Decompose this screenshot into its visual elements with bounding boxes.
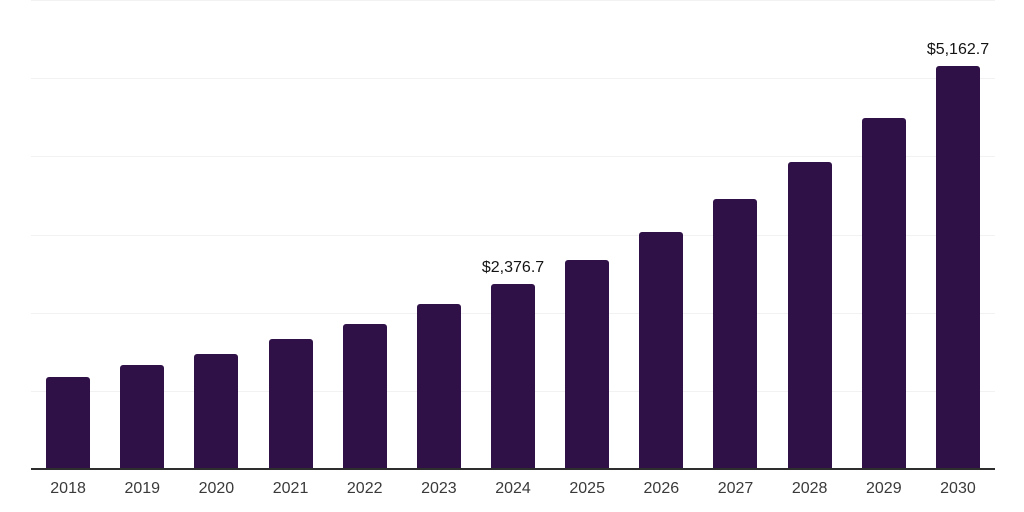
x-axis-labels: 2018 2019 2020 2021 2022 2023 2024 2025 2026 2027… [31, 479, 995, 499]
bar-column-2022 [328, 0, 402, 470]
bar-2030 [935, 66, 980, 470]
bar-column-2029 [847, 0, 921, 470]
x-tick-label-2030: 2030 [940, 480, 976, 497]
x-tick-label-2018: 2018 [50, 480, 86, 497]
x-tick-label-2029: 2029 [866, 480, 902, 497]
bar-2027 [713, 199, 758, 470]
value-label-2030: $5,162.7 [926, 41, 990, 59]
bar-2028 [787, 162, 832, 470]
x-tick-label-2021: 2021 [272, 480, 309, 497]
plot-area: $2,376.7 $5,162.7 [31, 0, 995, 470]
bar-column-2023 [402, 0, 476, 470]
bar-column-2026 [624, 0, 698, 470]
gridline-5000 [31, 78, 995, 80]
x-tick-label-2020: 2020 [198, 480, 235, 497]
bar-column-2020 [179, 0, 253, 470]
x-axis-line [31, 468, 995, 470]
bar-2020 [194, 353, 239, 470]
x-tick-label-2026: 2026 [643, 480, 680, 497]
bar-2025 [565, 259, 610, 470]
bar-column-2027 [698, 0, 772, 470]
bar-column-2019 [105, 0, 179, 470]
x-tick-label-2025: 2025 [569, 480, 605, 497]
bar-2019 [120, 365, 165, 470]
bar-2021 [268, 339, 313, 470]
x-tick-label-2024: 2024 [495, 480, 531, 497]
bar-2018 [46, 376, 91, 470]
x-tick-label-2028: 2028 [791, 480, 828, 497]
value-label-2024: $2,376.7 [481, 259, 545, 277]
bar-column-2025 [550, 0, 624, 470]
gridline-6000 [31, 0, 995, 1]
bar-2026 [639, 231, 684, 470]
bars-row: $2,376.7 $5,162.7 [31, 0, 995, 470]
bar-column-2024: $2,376.7 [476, 0, 550, 470]
bar-column-2021 [253, 0, 327, 470]
bar-column-2030: $5,162.7 [921, 0, 995, 470]
bar-2023 [416, 304, 461, 470]
bar-2029 [861, 117, 906, 470]
bar-column-2018 [31, 0, 105, 470]
gridline-3000 [31, 234, 995, 236]
x-tick-label-2019: 2019 [124, 480, 161, 497]
x-tick-label-2023: 2023 [421, 480, 457, 497]
bar-2022 [342, 323, 387, 470]
x-tick-label-2027: 2027 [717, 480, 754, 497]
x-tick-label-2022: 2022 [346, 480, 383, 497]
gridline-4000 [31, 156, 995, 158]
bar-2024 [491, 284, 536, 470]
bar-column-2028 [773, 0, 847, 470]
